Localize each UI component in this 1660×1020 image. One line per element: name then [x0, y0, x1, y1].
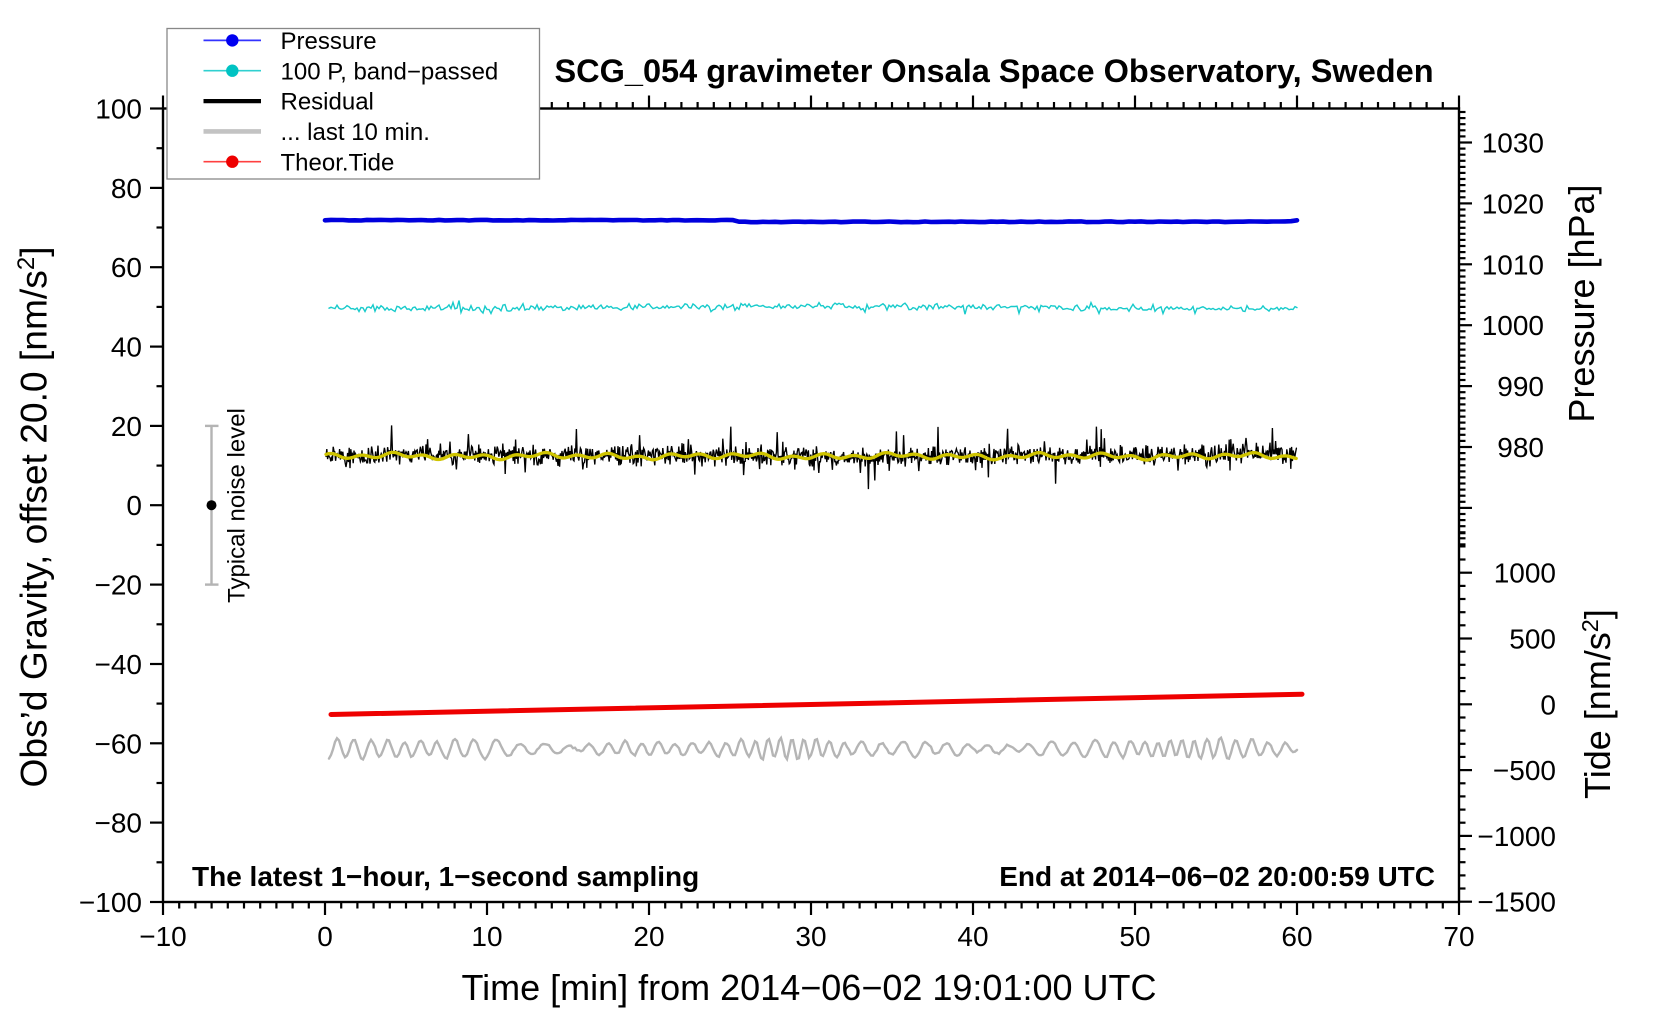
svg-text:The latest 1−hour, 1−second sa: The latest 1−hour, 1−second sampling	[192, 861, 699, 892]
svg-text:Pressure [hPa]: Pressure [hPa]	[1561, 184, 1602, 422]
svg-text:70: 70	[1443, 921, 1474, 952]
svg-text:1010: 1010	[1482, 249, 1544, 280]
svg-text:Tide [nm/s2]: Tide [nm/s2]	[1577, 609, 1618, 799]
svg-text:20: 20	[633, 921, 664, 952]
svg-text:0: 0	[1540, 689, 1556, 720]
svg-text:1000: 1000	[1482, 310, 1544, 341]
svg-text:−80: −80	[95, 808, 143, 839]
svg-text:1020: 1020	[1482, 188, 1544, 219]
svg-text:Obs’d Gravity, offset 20.0 [nm: Obs’d Gravity, offset 20.0 [nm/s2]	[13, 246, 55, 787]
svg-text:100 P, band−passed: 100 P, band−passed	[281, 58, 499, 85]
svg-text:Pressure: Pressure	[281, 28, 377, 55]
svg-text:End at 2014−06−02 20:00:59 UTC: End at 2014−06−02 20:00:59 UTC	[999, 861, 1435, 892]
svg-text:0: 0	[317, 921, 333, 952]
svg-text:−60: −60	[95, 728, 143, 759]
svg-text:30: 30	[795, 921, 826, 952]
svg-text:Theor.Tide: Theor.Tide	[281, 149, 395, 176]
svg-text:100: 100	[95, 94, 142, 125]
svg-text:40: 40	[111, 332, 142, 363]
svg-text:... last 10 min.: ... last 10 min.	[281, 119, 430, 146]
svg-text:Typical noise level: Typical noise level	[224, 408, 251, 603]
svg-text:SCG_054 gravimeter Onsala Spac: SCG_054 gravimeter Onsala Space Observat…	[554, 53, 1433, 89]
svg-text:−20: −20	[95, 570, 143, 601]
svg-text:−10: −10	[139, 921, 187, 952]
svg-text:10: 10	[471, 921, 502, 952]
svg-text:1000: 1000	[1494, 558, 1556, 589]
svg-text:−1000: −1000	[1477, 821, 1556, 852]
svg-text:1030: 1030	[1482, 128, 1544, 159]
svg-text:50: 50	[1119, 921, 1150, 952]
svg-text:60: 60	[1281, 921, 1312, 952]
svg-text:500: 500	[1509, 624, 1556, 655]
svg-text:−40: −40	[95, 649, 143, 680]
svg-text:Residual: Residual	[281, 89, 374, 116]
svg-text:−500: −500	[1493, 755, 1556, 786]
svg-text:40: 40	[957, 921, 988, 952]
svg-text:Time [min] from 2014−06−02 19:: Time [min] from 2014−06−02 19:01:00 UTC	[461, 967, 1156, 1008]
svg-text:990: 990	[1497, 371, 1544, 402]
svg-text:0: 0	[126, 490, 142, 521]
svg-text:−1500: −1500	[1477, 887, 1556, 918]
svg-text:980: 980	[1497, 432, 1544, 463]
svg-text:−100: −100	[79, 887, 142, 918]
svg-text:80: 80	[111, 173, 142, 204]
svg-text:60: 60	[111, 252, 142, 283]
svg-text:20: 20	[111, 411, 142, 442]
